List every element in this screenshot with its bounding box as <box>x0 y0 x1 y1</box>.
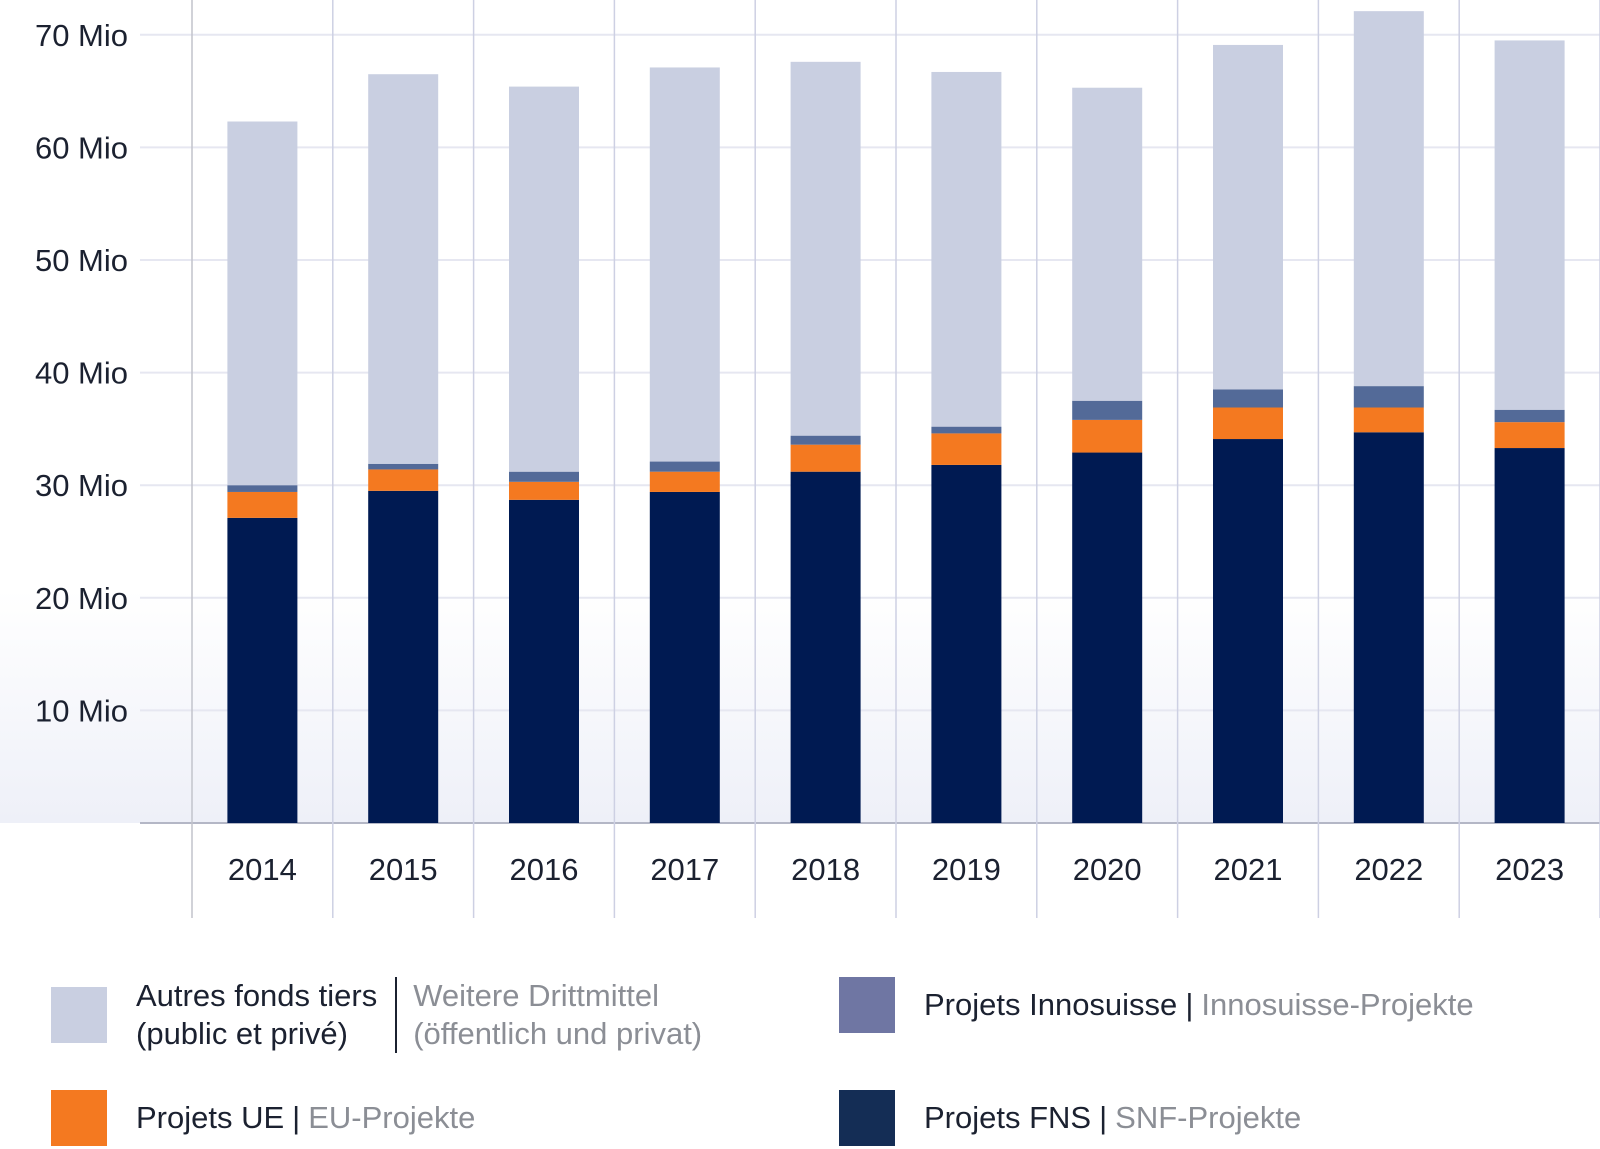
x-tick-label: 2019 <box>932 852 1001 887</box>
legend-swatch-snf <box>839 1090 895 1146</box>
bar-segment-other-funds <box>790 61 861 436</box>
x-tick-label: 2020 <box>1073 852 1142 887</box>
legend-label-de: SNF-Projekte <box>1115 1100 1302 1135</box>
bar-segment-snf <box>509 499 579 823</box>
bar-segment-innosuisse <box>1494 409 1565 423</box>
bar-segment-other-funds <box>931 71 1002 427</box>
bars <box>227 11 1565 823</box>
bar-segment-eu <box>509 481 579 500</box>
bar-segment-other-funds <box>1213 44 1283 390</box>
y-tick-label: 30 Mio <box>35 468 128 503</box>
bar-segment-snf <box>227 517 298 823</box>
bar-segment-other-funds <box>1494 40 1565 410</box>
bar-segment-innosuisse <box>790 435 861 445</box>
y-tick-label: 40 Mio <box>35 356 128 391</box>
x-tick-label: 2017 <box>650 852 719 887</box>
y-tick-label: 70 Mio <box>35 18 128 53</box>
y-tick-label: 10 Mio <box>35 693 128 728</box>
bar-segment-innosuisse <box>227 485 298 492</box>
stacked-bar-chart: 10 Mio 20 Mio 30 Mio 40 Mio 50 Mio 60 Mio 70 M… <box>0 0 1600 918</box>
bar-segment-innosuisse <box>1072 400 1143 420</box>
legend-label-fr: Projets UE <box>136 1100 285 1135</box>
bar-segment-eu <box>1494 422 1565 449</box>
bar-segment-innosuisse <box>509 471 579 482</box>
legend-label-fr: Projets FNS <box>924 1100 1092 1135</box>
y-tick-label: 50 Mio <box>35 243 128 278</box>
x-tick-label: 2021 <box>1214 852 1283 887</box>
legend-separator: | <box>1099 1100 1108 1135</box>
bar-segment-eu <box>1213 407 1283 440</box>
bar-segment-innosuisse <box>1353 386 1424 408</box>
legend-swatch-innosuisse <box>839 977 895 1033</box>
legend-label-de: EU-Projekte <box>308 1100 476 1135</box>
x-tick-label: 2015 <box>369 852 438 887</box>
bar-segment-eu <box>790 444 861 472</box>
legend: Autres fonds tiers (public et privé) Wei… <box>0 930 1600 1149</box>
bar-segment-eu <box>1353 407 1424 433</box>
bar-segment-eu <box>1072 419 1143 453</box>
bar-segment-eu <box>227 491 298 518</box>
legend-separator: | <box>292 1100 301 1135</box>
x-tick-label: 2016 <box>510 852 579 887</box>
bar-segment-snf <box>1494 448 1565 823</box>
legend-item-snf: Projets FNS | SNF-Projekte <box>839 1090 1301 1146</box>
bar-segment-other-funds <box>227 121 298 486</box>
legend-separator: | <box>1185 987 1194 1022</box>
legend-item-eu: Projets UE | EU-Projekte <box>51 1090 475 1146</box>
legend-item-other-funds: Autres fonds tiers (public et privé) Wei… <box>51 977 702 1053</box>
bar-segment-other-funds <box>509 86 579 472</box>
legend-label-fr: Projets Innosuisse <box>924 987 1178 1022</box>
legend-swatch-other-funds <box>51 987 107 1043</box>
column-dividers <box>191 0 1600 918</box>
legend-label-fr-line2: (public et privé) <box>136 1016 348 1051</box>
legend-separator <box>395 977 398 1053</box>
legend-swatch-eu <box>51 1090 107 1146</box>
bar-segment-snf <box>1213 439 1283 823</box>
bar-segment-snf <box>1072 452 1143 823</box>
y-tick-label: 60 Mio <box>35 130 128 165</box>
legend-label-de: Innosuisse-Projekte <box>1201 987 1474 1022</box>
bar-segment-snf <box>649 491 720 823</box>
bar-segment-other-funds <box>1353 11 1424 387</box>
bar-segment-innosuisse <box>368 463 439 470</box>
x-tick-label: 2014 <box>228 852 297 887</box>
x-axis: 2014 2015 2016 2017 2018 2019 2020 2021 2022 2023 <box>228 852 1564 887</box>
legend-label-fr: Autres fonds tiers <box>136 978 378 1013</box>
y-tick-label: 20 Mio <box>35 581 128 616</box>
bar-segment-snf <box>790 471 861 823</box>
bar-segment-innosuisse <box>649 461 720 472</box>
legend-item-innosuisse: Projets Innosuisse | Innosuisse-Projekte <box>839 977 1474 1033</box>
legend-label-de-line2: (öffentlich und privat) <box>413 1016 703 1051</box>
bar-segment-eu <box>931 433 1002 465</box>
bar-segment-snf <box>1353 432 1424 823</box>
bar-segment-innosuisse <box>931 426 1002 434</box>
x-tick-label: 2018 <box>791 852 860 887</box>
bar-segment-eu <box>368 469 439 491</box>
bar-segment-eu <box>649 471 720 492</box>
x-tick-label: 2023 <box>1495 852 1564 887</box>
bar-segment-innosuisse <box>1213 389 1283 408</box>
legend-label-de: Weitere Drittmittel <box>413 978 659 1013</box>
bar-segment-snf <box>368 490 439 823</box>
y-axis: 10 Mio 20 Mio 30 Mio 40 Mio 50 Mio 60 Mio 70 M… <box>35 18 128 729</box>
bar-segment-other-funds <box>1072 87 1143 401</box>
bar-segment-snf <box>931 464 1002 823</box>
x-tick-label: 2022 <box>1354 852 1423 887</box>
bar-segment-other-funds <box>368 74 439 464</box>
bar-segment-other-funds <box>649 67 720 462</box>
